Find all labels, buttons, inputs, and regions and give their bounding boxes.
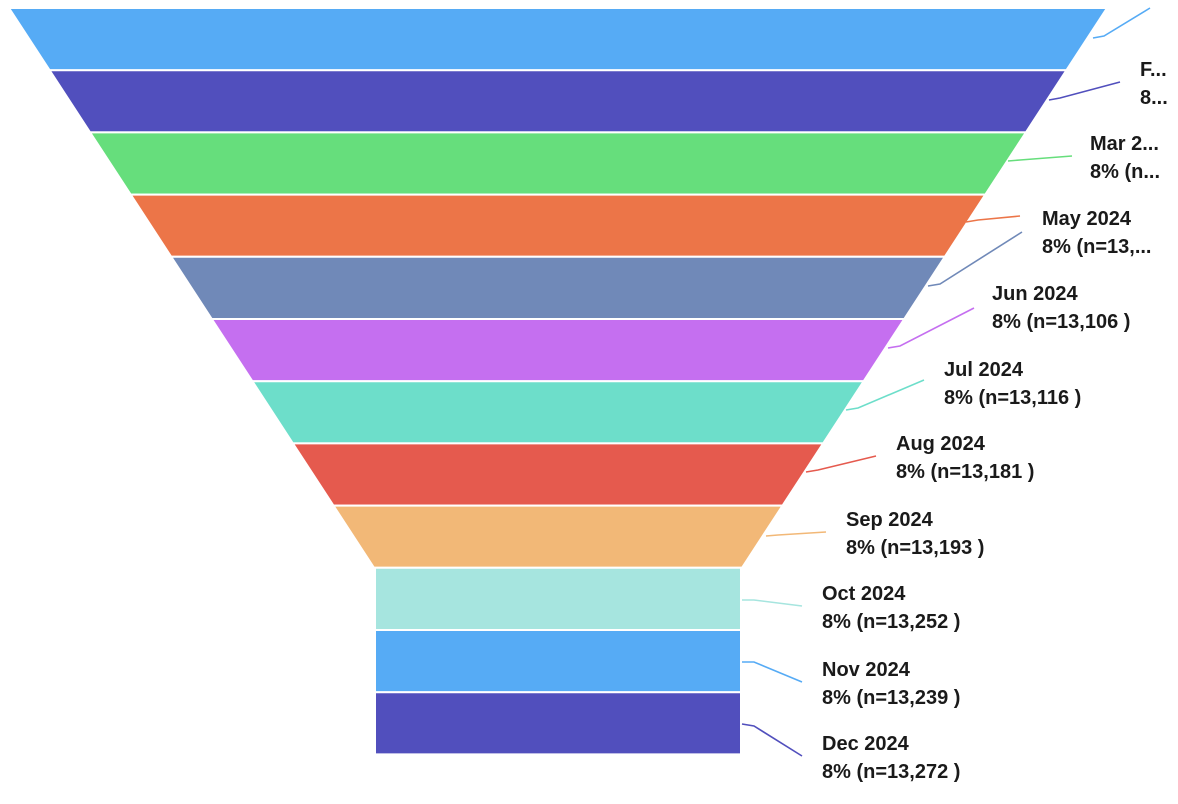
- stage-label-5: Jun 2024: [992, 283, 1078, 305]
- funnel-band-3[interactable]: [128, 193, 988, 258]
- stage-label-1: F...: [1140, 59, 1167, 81]
- stage-label-6: Jul 2024: [944, 359, 1024, 381]
- connector-line-9: [742, 599, 803, 607]
- stage-label-2: Mar 2...: [1090, 133, 1159, 155]
- connector-line-2: [1007, 155, 1073, 162]
- stage-value-5: 8% (n=13,106 ): [992, 311, 1130, 333]
- funnel-band-8[interactable]: [331, 504, 785, 569]
- funnel-band-11[interactable]: [374, 691, 742, 756]
- stage-value-8: 8% (n=13,193 ): [846, 537, 984, 559]
- funnel-band-2[interactable]: [88, 131, 1028, 196]
- funnel-band-9[interactable]: [374, 566, 742, 631]
- funnel-band-0[interactable]: [7, 7, 1109, 72]
- funnel-band-10[interactable]: [374, 629, 742, 694]
- connector-line-4: [927, 231, 1023, 287]
- stage-label-4: May 2024: [1042, 208, 1132, 230]
- connector-line-8: [765, 531, 827, 537]
- connector-line-3: [965, 215, 1021, 223]
- stage-value-1: 8...: [1140, 87, 1168, 109]
- stage-value-11: 8% (n=13,272 ): [822, 761, 960, 783]
- connector-line-10: [742, 661, 803, 683]
- connector-line-11: [741, 723, 803, 757]
- stage-label-8: Sep 2024: [846, 509, 934, 531]
- stage-value-6: 8% (n=13,116 ): [944, 387, 1081, 409]
- connector-line-7: [805, 455, 877, 473]
- funnel-band-5[interactable]: [209, 318, 907, 383]
- connector-line-0: [1092, 7, 1151, 39]
- stage-label-7: Aug 2024: [896, 433, 986, 455]
- stage-label-11: Dec 2024: [822, 733, 910, 755]
- funnel-band-6[interactable]: [250, 380, 866, 445]
- funnel-band-1[interactable]: [47, 69, 1069, 134]
- funnel-band-7[interactable]: [291, 442, 825, 507]
- funnel-band-4[interactable]: [169, 255, 947, 320]
- stage-label-10: Nov 2024: [822, 659, 911, 681]
- stage-value-9: 8% (n=13,252 ): [822, 611, 960, 633]
- stage-value-7: 8% (n=13,181 ): [896, 461, 1034, 483]
- connector-line-1: [1048, 81, 1121, 101]
- stage-value-10: 8% (n=13,239 ): [822, 687, 960, 709]
- stage-label-9: Oct 2024: [822, 583, 906, 605]
- connector-line-5: [887, 307, 975, 349]
- connector-line-6: [845, 379, 925, 411]
- stage-value-2: 8% (n...: [1090, 161, 1160, 183]
- stage-value-4: 8% (n=13,...: [1042, 236, 1152, 258]
